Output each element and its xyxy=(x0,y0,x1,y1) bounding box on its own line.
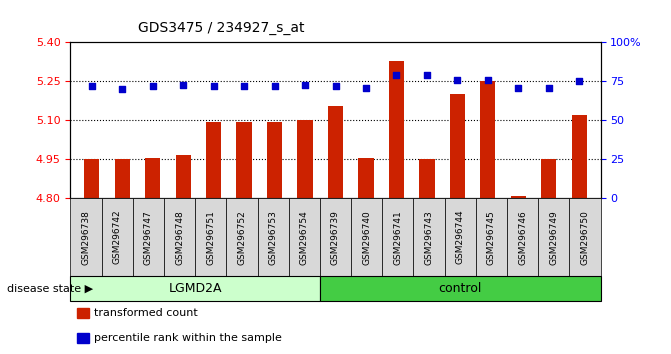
Point xyxy=(544,85,554,91)
Text: GSM296741: GSM296741 xyxy=(393,210,403,264)
Bar xyxy=(480,81,495,198)
Bar xyxy=(541,159,556,198)
Bar xyxy=(84,159,99,198)
Text: GSM296746: GSM296746 xyxy=(518,210,527,264)
Text: GSM296742: GSM296742 xyxy=(113,210,121,264)
Bar xyxy=(236,122,252,198)
Text: transformed count: transformed count xyxy=(94,308,198,318)
Point xyxy=(87,83,97,89)
Text: LGMD2A: LGMD2A xyxy=(168,282,222,295)
Text: GSM296748: GSM296748 xyxy=(175,210,184,264)
Text: GSM296738: GSM296738 xyxy=(82,210,91,265)
Text: GSM296754: GSM296754 xyxy=(300,210,309,264)
Point xyxy=(117,86,127,92)
Bar xyxy=(145,158,160,198)
Text: GSM296747: GSM296747 xyxy=(144,210,153,264)
Point xyxy=(513,85,523,91)
Point xyxy=(330,83,341,89)
Text: GSM296753: GSM296753 xyxy=(268,210,278,265)
Text: GSM296744: GSM296744 xyxy=(456,210,465,264)
Bar xyxy=(389,61,404,198)
Point xyxy=(482,77,493,83)
Point xyxy=(421,72,432,78)
Bar xyxy=(328,106,343,198)
Bar xyxy=(572,115,587,198)
Point xyxy=(178,82,189,87)
Point xyxy=(148,83,158,89)
Text: GSM296745: GSM296745 xyxy=(487,210,496,264)
Bar xyxy=(297,120,313,198)
Point xyxy=(300,82,311,87)
Point xyxy=(360,85,371,91)
Bar xyxy=(450,95,465,198)
Point xyxy=(208,83,219,89)
Text: GSM296739: GSM296739 xyxy=(331,210,340,265)
Point xyxy=(452,77,463,83)
Text: GSM296752: GSM296752 xyxy=(238,210,246,264)
Text: GSM296749: GSM296749 xyxy=(550,210,558,264)
Bar xyxy=(115,159,130,198)
Bar xyxy=(176,155,191,198)
Text: GSM296751: GSM296751 xyxy=(206,210,215,265)
Bar xyxy=(206,122,221,198)
Text: percentile rank within the sample: percentile rank within the sample xyxy=(94,333,282,343)
Text: GSM296743: GSM296743 xyxy=(425,210,433,264)
Bar xyxy=(419,159,435,198)
Bar xyxy=(358,158,374,198)
Point xyxy=(574,79,584,84)
Text: GSM296740: GSM296740 xyxy=(362,210,371,264)
Text: GDS3475 / 234927_s_at: GDS3475 / 234927_s_at xyxy=(138,21,304,35)
Text: GSM296750: GSM296750 xyxy=(580,210,589,265)
Point xyxy=(269,83,280,89)
Bar xyxy=(267,122,282,198)
Point xyxy=(239,83,250,89)
Text: disease state ▶: disease state ▶ xyxy=(7,284,93,293)
Bar xyxy=(511,196,526,198)
Point xyxy=(391,72,402,78)
Text: control: control xyxy=(439,282,482,295)
